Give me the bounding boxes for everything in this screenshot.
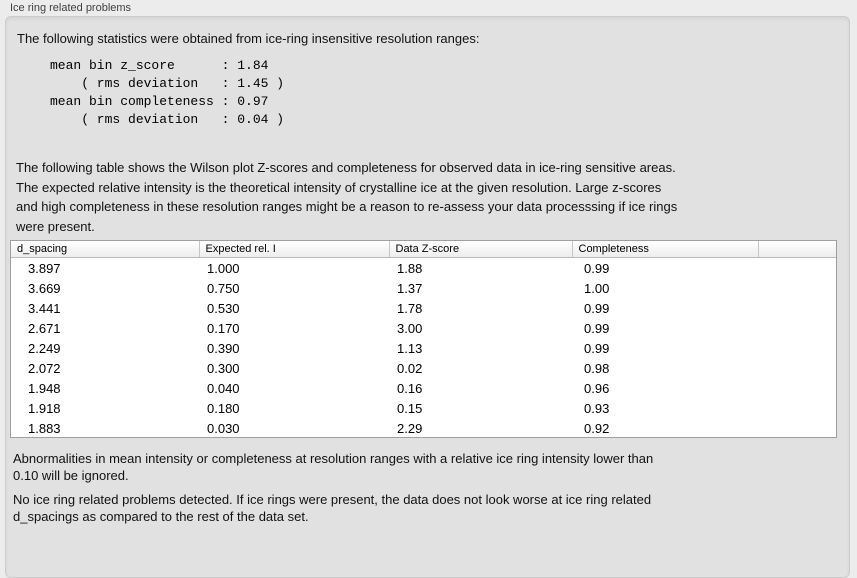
cell-d-spacing: 3.897 — [28, 260, 61, 276]
cell-data-z-score: 1.78 — [397, 300, 423, 316]
column-header-data-z-score[interactable]: Data Z-score — [389, 241, 573, 258]
conclusion-text: No ice ring related problems detected. I… — [13, 492, 652, 524]
cell-expected-rel-i: 0.750 — [207, 280, 240, 296]
cell-data-z-score: 1.13 — [397, 340, 423, 356]
cell-filler — [758, 258, 836, 279]
stats-intro-text: The following statistics were obtained f… — [17, 31, 480, 46]
cell-expected-rel-i: 0.030 — [207, 420, 240, 436]
cell-completeness: 0.96 — [584, 380, 610, 396]
table-row[interactable]: 1.918 0.180 0.15 0.93 — [11, 398, 836, 418]
cell-completeness: 0.99 — [584, 300, 610, 316]
cell-filler — [758, 418, 836, 438]
cell-completeness: 0.92 — [584, 420, 610, 436]
column-header-expected-rel-i[interactable]: Expected rel. I — [199, 241, 390, 258]
cell-filler — [758, 278, 836, 298]
cell-expected-rel-i: 0.390 — [207, 340, 240, 356]
cell-data-z-score: 2.29 — [397, 420, 423, 436]
column-header-completeness[interactable]: Completeness — [572, 241, 759, 258]
table-header-row: d_spacing Expected rel. I Data Z-score C… — [11, 241, 836, 258]
table-row[interactable]: 2.072 0.300 0.02 0.98 — [11, 358, 836, 378]
cell-completeness: 0.93 — [584, 400, 610, 416]
column-header-d-spacing[interactable]: d_spacing — [11, 241, 200, 258]
cell-filler — [758, 398, 836, 418]
cell-completeness: 0.99 — [584, 260, 610, 276]
cell-expected-rel-i: 0.180 — [207, 400, 240, 416]
cell-filler — [758, 378, 836, 398]
cell-completeness: 0.98 — [584, 360, 610, 376]
table-row[interactable]: 2.249 0.390 1.13 0.99 — [11, 338, 836, 358]
cell-d-spacing: 3.441 — [28, 300, 61, 316]
ignore-threshold-note: Abnormalities in mean intensity or compl… — [13, 451, 654, 483]
column-header-filler — [758, 241, 836, 258]
cell-expected-rel-i: 0.040 — [207, 380, 240, 396]
cell-completeness: 0.99 — [584, 340, 610, 356]
cell-d-spacing: 1.918 — [28, 400, 61, 416]
cell-expected-rel-i: 1.000 — [207, 260, 240, 276]
cell-expected-rel-i: 0.530 — [207, 300, 240, 316]
cell-completeness: 0.99 — [584, 320, 610, 336]
cell-filler — [758, 358, 836, 378]
cell-d-spacing: 2.671 — [28, 320, 61, 336]
cell-d-spacing: 3.669 — [28, 280, 61, 296]
cell-data-z-score: 1.37 — [397, 280, 423, 296]
ice-ring-groupbox: The following statistics were obtained f… — [5, 16, 850, 578]
cell-data-z-score: 0.16 — [397, 380, 423, 396]
cell-data-z-score: 0.15 — [397, 400, 423, 416]
cell-expected-rel-i: 0.170 — [207, 320, 240, 336]
cell-data-z-score: 0.02 — [397, 360, 423, 376]
cell-d-spacing: 1.948 — [28, 380, 61, 396]
cell-expected-rel-i: 0.300 — [207, 360, 240, 376]
cell-filler — [758, 318, 836, 338]
table-row[interactable]: 2.671 0.170 3.00 0.99 — [11, 318, 836, 338]
cell-filler — [758, 338, 836, 358]
ice-ring-table: d_spacing Expected rel. I Data Z-score C… — [10, 240, 837, 438]
table-intro-text: The following table shows the Wilson plo… — [16, 160, 678, 234]
xtriage-ice-ring-page: { "panel": { "title": "Ice ring related … — [5, 2, 850, 578]
stats-summary-block: mean bin z_score : 1.84 ( rms deviation … — [50, 58, 285, 127]
cell-d-spacing: 1.883 — [28, 420, 61, 436]
cell-completeness: 1.00 — [584, 280, 610, 296]
table-row[interactable]: 3.441 0.530 1.78 0.99 — [11, 298, 836, 318]
table-row[interactable]: 1.883 0.030 2.29 0.92 — [11, 418, 836, 438]
table-row[interactable]: 3.669 0.750 1.37 1.00 — [11, 278, 836, 298]
table-row[interactable]: 3.897 1.000 1.88 0.99 — [11, 258, 836, 279]
cell-d-spacing: 2.249 — [28, 340, 61, 356]
cell-data-z-score: 3.00 — [397, 320, 423, 336]
groupbox-title: Ice ring related problems — [10, 2, 132, 14]
cell-filler — [758, 298, 836, 318]
table-row[interactable]: 1.948 0.040 0.16 0.96 — [11, 378, 836, 398]
cell-data-z-score: 1.88 — [397, 260, 423, 276]
cell-d-spacing: 2.072 — [28, 360, 61, 376]
